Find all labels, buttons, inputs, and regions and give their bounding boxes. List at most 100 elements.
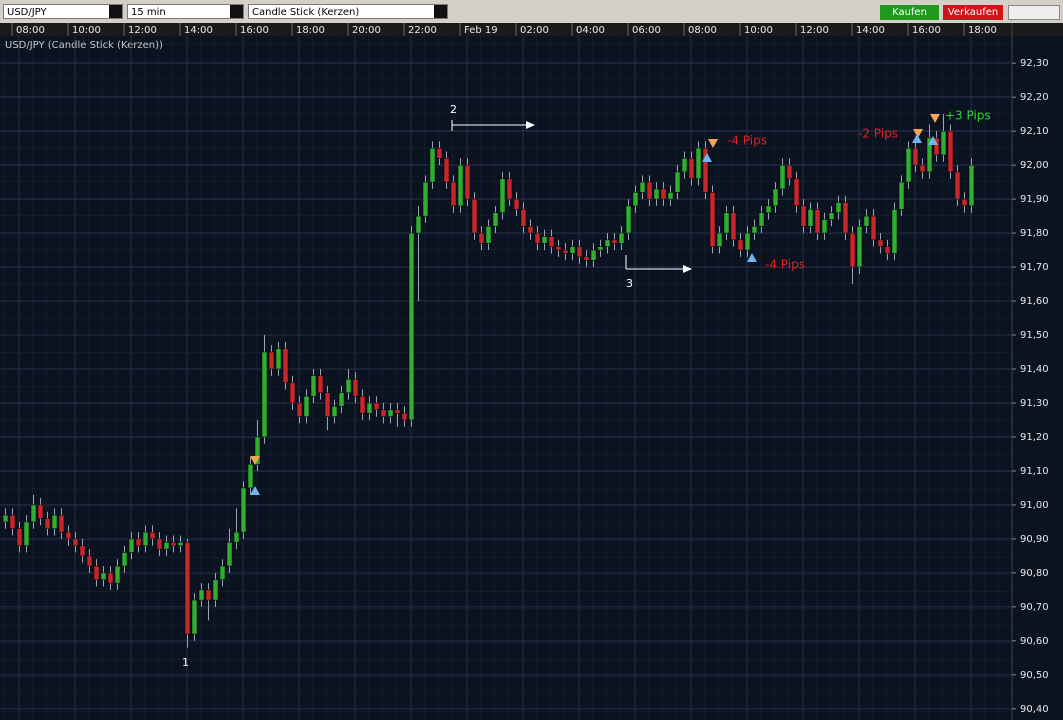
x-tick-label: 18:00 <box>968 25 997 36</box>
candle-body <box>135 538 142 546</box>
candle-body <box>569 246 576 254</box>
candle-body <box>261 351 268 438</box>
candle-body <box>919 164 926 173</box>
candle-body <box>436 147 443 159</box>
candle-body <box>296 402 303 417</box>
candle-body <box>744 232 751 251</box>
tool-icons[interactable] <box>1008 5 1060 20</box>
candle-body <box>331 406 338 417</box>
candle-body <box>709 192 716 247</box>
candle-body <box>65 531 72 540</box>
candle-body <box>639 181 646 193</box>
candle-body <box>79 545 86 557</box>
candle-body <box>604 239 611 247</box>
candle-body <box>387 409 394 417</box>
x-tick-label: 18:00 <box>296 25 325 36</box>
y-tick-label: 90,40 <box>1020 704 1049 715</box>
y-tick-label: 91,70 <box>1020 262 1049 273</box>
annotation: -4 Pips <box>727 134 767 148</box>
candle-body <box>282 348 289 383</box>
candle-body <box>912 147 919 166</box>
candle-body <box>597 246 604 251</box>
candle-body <box>884 246 891 254</box>
candle-body <box>380 409 387 417</box>
candle-body <box>513 198 520 210</box>
y-tick-label: 91,30 <box>1020 398 1049 409</box>
candle-body <box>856 226 863 268</box>
annotation: -2 Pips <box>858 127 898 141</box>
candle-body <box>443 158 450 183</box>
candle-body <box>576 246 583 258</box>
candle-body <box>30 504 37 523</box>
trade-marker <box>928 136 938 145</box>
candle-body <box>926 137 933 173</box>
y-tick-label: 90,80 <box>1020 568 1049 579</box>
candle-body <box>667 192 674 200</box>
candle-body <box>100 572 107 580</box>
candle-body <box>730 212 737 241</box>
symbol-select[interactable]: USD/JPY <box>3 4 123 19</box>
candle-body <box>359 395 366 414</box>
candle-body <box>408 232 415 421</box>
candle-body <box>688 158 695 179</box>
candle-body <box>646 181 653 200</box>
sell-button[interactable]: Verkaufen <box>943 5 1003 20</box>
y-tick-label: 91,80 <box>1020 228 1049 239</box>
candle-body <box>828 212 835 220</box>
trade-marker <box>702 153 712 162</box>
candle-body <box>842 202 849 234</box>
candle-body <box>954 171 961 200</box>
candle-body <box>310 375 317 397</box>
chart-style: Candle Stick (Kerzen) <box>252 7 360 18</box>
candle-body <box>583 256 590 261</box>
candle-body <box>807 209 814 227</box>
candle-body <box>779 164 786 190</box>
candle-body <box>611 239 618 244</box>
candle-body <box>107 572 114 584</box>
buy-button[interactable]: Kaufen <box>880 5 939 20</box>
chart: USD/JPY (Candle Stick (Kerzen)) 92,30 92,… <box>0 23 1063 720</box>
y-tick-label: 91,60 <box>1020 296 1049 307</box>
candle-body <box>429 147 436 183</box>
candle-body <box>254 436 261 465</box>
candle-body <box>800 205 807 227</box>
candle-body <box>394 409 401 414</box>
candle-body <box>338 392 345 407</box>
candle-body <box>450 181 457 207</box>
candle-body <box>23 521 30 546</box>
candle-body <box>898 181 905 210</box>
candle-body <box>716 232 723 247</box>
candle-body <box>9 514 16 529</box>
candle-body <box>401 412 408 421</box>
interval-select[interactable]: 15 min <box>127 4 244 19</box>
time-axis-bg <box>0 23 1063 36</box>
symbol: USD/JPY <box>7 7 47 18</box>
minor-grid <box>0 36 1012 719</box>
candle-body <box>478 232 485 244</box>
x-tick-label: 08:00 <box>688 25 717 36</box>
candle-body <box>86 555 93 567</box>
style-select[interactable]: Candle Stick (Kerzen) <box>248 4 448 19</box>
trade-marker <box>913 129 923 138</box>
y-tick-label: 92,30 <box>1020 58 1049 69</box>
y-tick-label: 91,00 <box>1020 500 1049 511</box>
candle-body <box>821 219 828 234</box>
candle-body <box>870 215 877 241</box>
candle-body <box>93 565 100 580</box>
candle-body <box>275 348 282 370</box>
candle-body <box>240 487 247 533</box>
candle-body <box>191 599 198 635</box>
candle-body <box>170 542 177 546</box>
candle-body <box>772 188 779 207</box>
candle-body <box>16 528 23 546</box>
candle-body <box>149 531 156 540</box>
candle-body <box>492 212 499 227</box>
candle-body <box>835 202 842 213</box>
candle-body <box>534 232 541 244</box>
candle-body <box>814 209 821 234</box>
candle-body <box>422 181 429 217</box>
candle-body <box>317 375 324 394</box>
y-tick-label: 90,50 <box>1020 670 1049 681</box>
x-tick-label: 02:00 <box>520 25 549 36</box>
